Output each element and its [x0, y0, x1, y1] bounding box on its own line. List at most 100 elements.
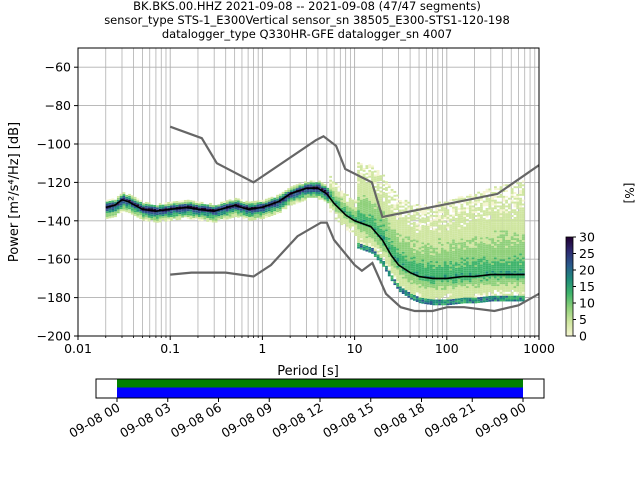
density-cell — [454, 267, 458, 270]
density-cell — [365, 240, 369, 242]
density-cell — [507, 215, 511, 217]
density-cell — [457, 246, 461, 249]
density-cell — [387, 201, 391, 204]
density-cell — [485, 296, 489, 299]
density-cell — [385, 212, 388, 214]
density-cell — [354, 211, 358, 213]
density-cell — [359, 167, 363, 169]
density-cell — [130, 197, 134, 200]
density-cell — [513, 230, 517, 233]
density-cell — [385, 200, 388, 203]
density-cell — [122, 207, 126, 210]
density-cell — [407, 242, 411, 244]
density-cell — [435, 213, 439, 216]
density-cell — [418, 234, 422, 236]
density-cell — [418, 218, 422, 221]
density-cell — [488, 290, 492, 293]
density-cell — [337, 203, 341, 206]
density-cell — [468, 264, 472, 267]
density-cell — [460, 259, 464, 262]
density-cell — [466, 291, 469, 294]
density-cell — [315, 184, 319, 187]
density-cell — [468, 222, 472, 225]
x-tick-label: 1 — [258, 341, 266, 356]
density-cell — [457, 231, 461, 233]
density-cell — [382, 211, 386, 214]
density-cell — [426, 227, 430, 230]
density-cell — [496, 247, 500, 250]
density-cell — [130, 208, 134, 211]
density-cell — [412, 212, 416, 215]
density-cell — [178, 208, 182, 211]
density-cell — [460, 290, 464, 293]
density-cell — [440, 268, 444, 271]
density-cell — [519, 213, 522, 216]
density-cell — [488, 269, 492, 272]
density-cell — [449, 251, 453, 254]
density-cell — [446, 230, 450, 233]
density-cell — [471, 295, 475, 298]
density-cell — [519, 205, 522, 208]
density-cell — [468, 280, 472, 283]
density-cell — [493, 280, 497, 283]
density-cell — [281, 207, 285, 210]
density-cell — [516, 270, 520, 273]
density-cell — [435, 295, 439, 298]
density-cell — [334, 183, 338, 185]
density-cell — [499, 215, 503, 217]
density-cell — [376, 171, 380, 174]
density-cell — [521, 257, 525, 260]
density-cell — [326, 187, 330, 190]
density-cell — [421, 263, 425, 266]
timeline-tick-label: 09-08 18 — [371, 400, 427, 441]
density-cell — [463, 238, 467, 240]
density-cell — [502, 282, 506, 285]
density-cell — [357, 231, 360, 234]
density-cell — [460, 209, 464, 212]
density-cell — [477, 247, 481, 250]
density-cell — [438, 245, 441, 248]
density-cell — [195, 210, 198, 213]
density-cell — [108, 206, 112, 209]
density-cell — [432, 215, 436, 217]
density-cell — [284, 207, 288, 210]
density-cell — [507, 270, 511, 273]
density-cell — [415, 250, 419, 253]
density-cell — [393, 204, 397, 207]
density-cell — [245, 216, 249, 219]
density-cell — [510, 184, 514, 187]
density-cell — [449, 222, 453, 225]
density-cell — [488, 286, 492, 289]
density-cell — [354, 226, 358, 229]
density-cell — [175, 208, 179, 211]
density-cell — [452, 229, 455, 232]
density-cell — [401, 261, 405, 264]
density-cell — [359, 174, 363, 177]
density-cell — [485, 232, 489, 235]
density-cell — [368, 219, 372, 222]
density-cell — [421, 221, 425, 224]
density-cell — [270, 204, 274, 207]
density-cell — [116, 195, 120, 198]
density-cell — [438, 301, 441, 304]
density-cell — [438, 293, 441, 296]
density-cell — [200, 205, 204, 208]
density-cell — [368, 164, 372, 167]
density-cell — [452, 272, 455, 274]
density-cell — [362, 200, 366, 203]
density-cell — [482, 235, 486, 238]
density-cell — [477, 228, 481, 231]
density-cell — [516, 207, 520, 210]
density-cell — [468, 288, 472, 290]
density-cell — [513, 295, 517, 298]
density-cell — [396, 240, 400, 243]
density-cell — [156, 220, 159, 223]
density-cell — [438, 266, 441, 269]
density-cell — [357, 244, 360, 247]
density-cell — [211, 212, 215, 215]
density-cell — [482, 219, 486, 222]
density-cell — [505, 241, 508, 244]
density-cell — [379, 234, 383, 237]
density-cell — [452, 287, 455, 290]
density-cell — [480, 237, 483, 240]
